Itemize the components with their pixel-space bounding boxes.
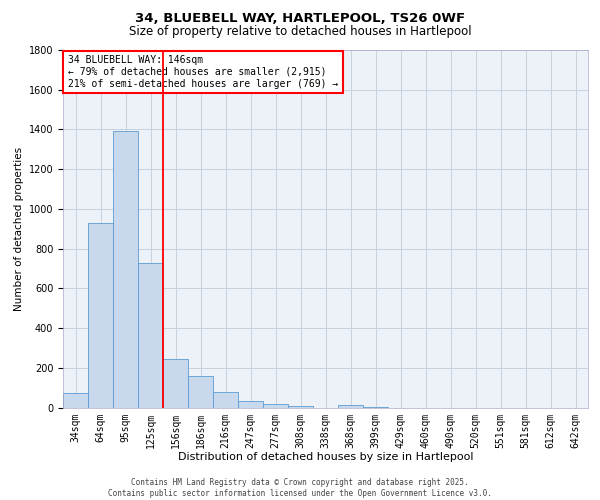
- Bar: [214, 392, 238, 407]
- Text: Size of property relative to detached houses in Hartlepool: Size of property relative to detached ho…: [128, 25, 472, 38]
- Text: 34, BLUEBELL WAY, HARTLEPOOL, TS26 0WF: 34, BLUEBELL WAY, HARTLEPOOL, TS26 0WF: [135, 12, 465, 26]
- Bar: [188, 376, 212, 408]
- Y-axis label: Number of detached properties: Number of detached properties: [14, 146, 25, 311]
- Bar: [263, 404, 287, 407]
- Bar: [238, 400, 263, 407]
- X-axis label: Distribution of detached houses by size in Hartlepool: Distribution of detached houses by size …: [178, 452, 473, 462]
- Bar: [338, 405, 362, 407]
- Bar: [289, 406, 313, 407]
- Bar: [163, 359, 188, 408]
- Bar: [64, 392, 88, 407]
- Text: Contains HM Land Registry data © Crown copyright and database right 2025.
Contai: Contains HM Land Registry data © Crown c…: [108, 478, 492, 498]
- Bar: [88, 223, 113, 408]
- Text: 34 BLUEBELL WAY: 146sqm
← 79% of detached houses are smaller (2,915)
21% of semi: 34 BLUEBELL WAY: 146sqm ← 79% of detache…: [68, 56, 338, 88]
- Bar: [113, 132, 137, 407]
- Bar: [364, 406, 388, 408]
- Bar: [139, 262, 163, 408]
